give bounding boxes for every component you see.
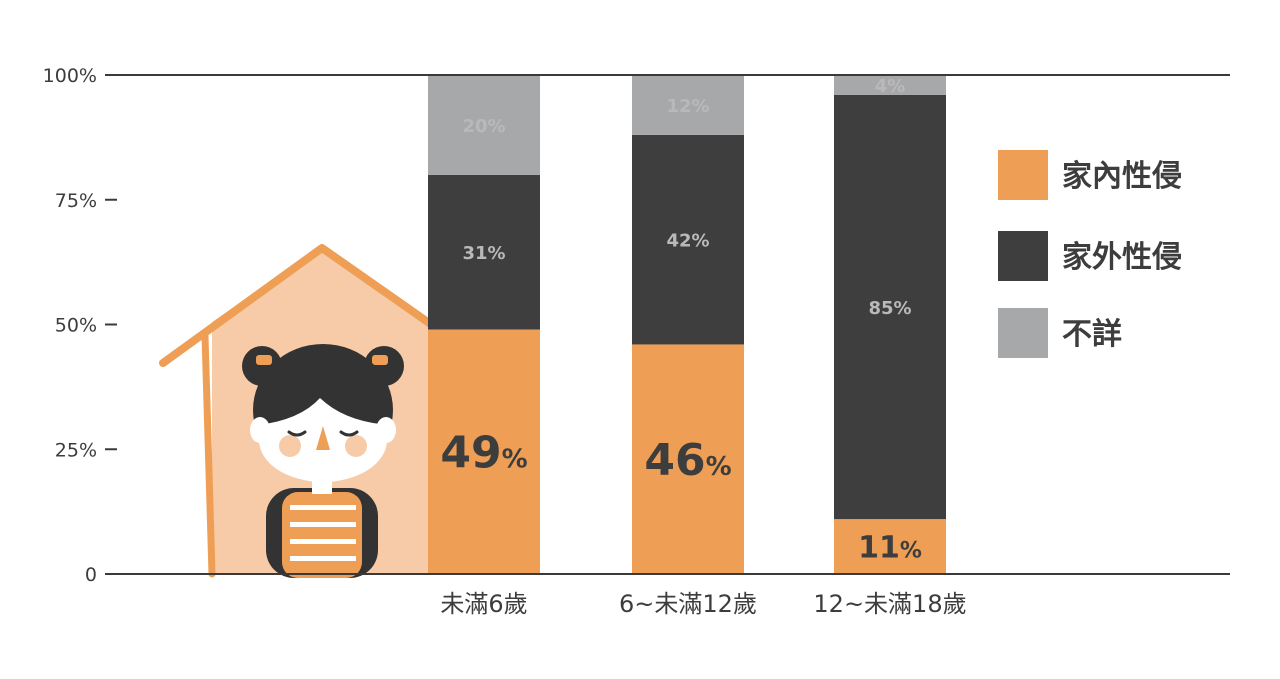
shirt-stripe — [290, 556, 356, 561]
bar-value-label: 42% — [666, 231, 709, 252]
eye-right — [339, 430, 359, 437]
bar-segment — [428, 75, 540, 175]
bar-segment — [834, 519, 946, 574]
legend-swatch — [998, 308, 1048, 358]
house-wall-left — [201, 332, 216, 578]
value-labels-layer: 49% 31% 20% 46% 42% 12% 11% 85% 4% — [440, 76, 922, 565]
house-outline — [159, 244, 436, 367]
axes-layer — [105, 74, 1230, 575]
bar-segment — [834, 94, 946, 520]
bar-value-label: 4% — [875, 76, 906, 97]
bar-value-label: 49% — [440, 428, 527, 479]
y-tick-label: 50% — [55, 315, 97, 337]
bar-segment — [632, 134, 744, 345]
shirt-stripe — [290, 522, 356, 527]
girl-in-house-illustration — [159, 244, 436, 578]
shirt-stripe — [290, 539, 356, 544]
bar-segment — [632, 344, 744, 574]
legend-swatch — [998, 231, 1048, 281]
cheek-left — [279, 435, 301, 457]
x-category-label: 6~未滿12歲 — [619, 590, 757, 618]
bar-value-label: 46% — [644, 435, 731, 486]
y-tick-label: 75% — [55, 190, 97, 212]
y-tick-label: 25% — [55, 439, 97, 461]
bar-segment — [834, 75, 946, 95]
bar-segment — [428, 329, 540, 574]
hair-tie-left — [256, 355, 272, 365]
bar-value-label: 12% — [666, 96, 709, 117]
girl-nose — [316, 426, 330, 450]
bar-value-label: 31% — [462, 243, 505, 264]
bar-value-label: 85% — [868, 298, 911, 319]
y-axis: 0 25% 50% 75% 100% — [43, 65, 117, 586]
bar-segment — [428, 174, 540, 330]
legend-label: 不詳 — [1062, 317, 1122, 352]
bar-value-label: 11% — [858, 530, 922, 565]
bars-layer — [428, 75, 946, 574]
y-tick-label: 100% — [43, 65, 97, 87]
girl-shirt — [282, 492, 362, 578]
shirt-stripe — [290, 505, 356, 510]
hair-tie-right — [372, 355, 388, 365]
x-category-label: 未滿6歲 — [440, 590, 527, 618]
eye-left — [287, 430, 307, 437]
x-category-label: 12~未滿18歲 — [813, 590, 966, 618]
legend-label: 家外性侵 — [1062, 240, 1182, 275]
girl-bangs — [258, 395, 390, 425]
cheek-right — [345, 435, 367, 457]
y-tick-label: 0 — [85, 564, 97, 586]
x-axis: 未滿6歲 6~未滿12歲 12~未滿18歲 — [440, 590, 966, 618]
legend-label: 家內性侵 — [1062, 159, 1182, 194]
ear-right — [376, 417, 396, 443]
legend-swatch — [998, 150, 1048, 200]
bar-value-label: 20% — [462, 116, 505, 137]
ear-left — [250, 417, 270, 443]
bar-segment — [632, 75, 744, 135]
